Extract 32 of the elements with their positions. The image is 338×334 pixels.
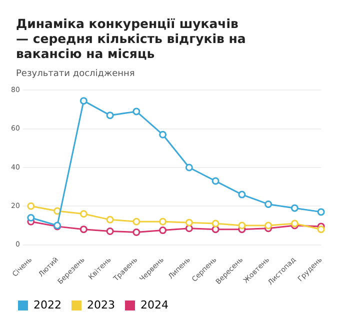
point — [159, 218, 167, 226]
point — [317, 226, 325, 234]
point — [212, 220, 220, 228]
point — [159, 130, 167, 138]
point — [185, 164, 193, 172]
point — [159, 226, 167, 234]
legend-label: 2023 — [86, 298, 115, 312]
chart-subtitle: Результати дослідження — [15, 68, 136, 81]
point — [27, 202, 35, 210]
point — [80, 97, 88, 105]
chart-title: Динаміка конкуренції шукачів — середня кількість відгуків на вакансію на місяць — [15, 15, 247, 61]
point — [238, 222, 246, 230]
point — [80, 226, 88, 234]
point — [106, 112, 114, 120]
point — [132, 228, 140, 236]
point — [27, 214, 35, 222]
legend-label: 2022 — [34, 298, 62, 312]
point — [185, 224, 193, 232]
legend-label: 2024 — [140, 298, 168, 312]
point — [106, 228, 114, 236]
point — [132, 108, 140, 116]
point — [264, 222, 272, 230]
point — [238, 190, 246, 198]
point — [106, 216, 114, 224]
point — [80, 210, 88, 218]
point — [290, 204, 298, 212]
point — [264, 200, 272, 208]
point — [212, 177, 220, 185]
point — [132, 218, 140, 226]
point — [317, 208, 325, 216]
point — [185, 218, 193, 226]
point — [212, 226, 220, 234]
